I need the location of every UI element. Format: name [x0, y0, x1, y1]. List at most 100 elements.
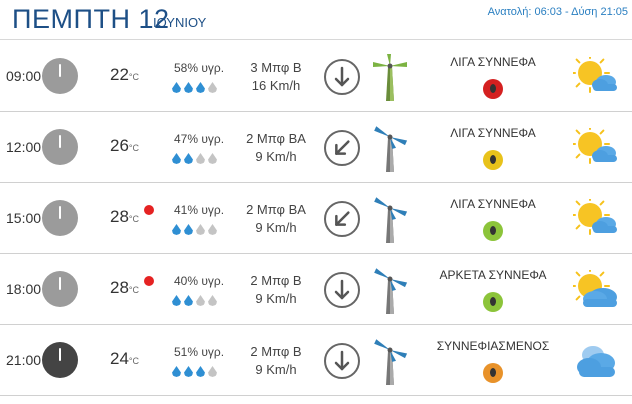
- humidity-drop-icon: [184, 366, 193, 377]
- wind-turbine-icon: [372, 124, 408, 172]
- heat-alert-dot: [144, 205, 154, 215]
- humidity-label: 58% υγρ.: [174, 61, 225, 75]
- forecast-row: 12:00 26°C 47% υγρ. 2 Μπφ ΒΑ 9 Km/h: [0, 112, 632, 183]
- humidity-drop-icon: [184, 153, 193, 164]
- humidity-drops: [172, 364, 220, 377]
- wind-info: 2 Μπφ Β 9 Km/h: [230, 343, 322, 379]
- temperature: 28°C: [110, 207, 140, 226]
- humidity-drop-icon: [172, 295, 181, 306]
- humidity-drop-icon: [208, 366, 217, 377]
- turbine-glyph: [374, 126, 408, 172]
- humidity-drop-icon: [184, 295, 193, 306]
- sunrise-sunset: Ανατολή: 06:03 - Δύση 21:05: [487, 6, 628, 18]
- forecast-row: 09:00 22°C 58% υγρ. 3 Μπφ Β 16 Km/h: [0, 41, 632, 112]
- forecast-row: 21:00 24°C 51% υγρ. 2 Μπφ Β 9 Km/h: [0, 325, 632, 396]
- humidity-label: 47% υγρ.: [174, 132, 225, 146]
- condition-label: ΛΙΓΑ ΣΥΝΝΕΦΑ: [450, 126, 536, 140]
- bug-risk-badge-icon: [483, 292, 503, 312]
- month-label: ΙΟΥΝΙΟΥ: [153, 15, 207, 30]
- wind-speed: 16 Km/h: [251, 78, 301, 93]
- turbine-glyph: [374, 339, 408, 385]
- humidity-label: 40% υγρ.: [174, 274, 225, 288]
- wind-turbine-icon: [372, 266, 408, 314]
- day-header: ΠΕΜΠΤΗ 12 ΙΟΥΝΙΟΥ Ανατολή: 06:03 - Δύση …: [0, 0, 632, 40]
- bug-risk-badge-icon: [483, 79, 503, 99]
- clock-icon: [42, 271, 78, 307]
- wind-speed: 9 Km/h: [255, 149, 297, 164]
- day-title: ΠΕΜΠΤΗ 12: [12, 4, 170, 34]
- humidity-drops: [172, 151, 220, 164]
- wind-direction-icon: [324, 272, 360, 308]
- humidity-drop-icon: [196, 82, 205, 93]
- wind-direction-icon: [324, 201, 360, 237]
- humidity-drops: [172, 222, 220, 235]
- wind-direction-icon: [324, 130, 360, 166]
- wind-arrow-glyph: [335, 140, 350, 155]
- sun-cloud-icon: [570, 53, 619, 97]
- humidity-drop-icon: [196, 153, 205, 164]
- wind-speed: 9 Km/h: [255, 220, 297, 235]
- forecast-time: 18:00: [6, 281, 42, 297]
- condition-label: ΛΙΓΑ ΣΥΝΝΕΦΑ: [450, 197, 536, 211]
- humidity-drops: [172, 293, 220, 306]
- forecast-table: 09:00 22°C 58% υγρ. 3 Μπφ Β 16 Km/h: [0, 41, 632, 396]
- wind-speed: 9 Km/h: [255, 362, 297, 377]
- wind-arrow-glyph: [334, 66, 350, 87]
- humidity-drop-icon: [172, 82, 181, 93]
- forecast-time: 15:00: [6, 210, 42, 226]
- forecast-time: 12:00: [6, 139, 42, 155]
- wind-turbine-icon: [372, 337, 408, 385]
- humidity-label: 51% υγρ.: [174, 345, 225, 359]
- wind-turbine-icon: [372, 53, 408, 101]
- turbine-glyph: [374, 197, 408, 243]
- forecast-row: 18:00 28°C 40% υγρ. 2 Μπφ Β 9 Km/h: [0, 254, 632, 325]
- humidity-drop-icon: [208, 153, 217, 164]
- turbine-glyph: [373, 54, 407, 101]
- clock-icon: [42, 200, 78, 236]
- bug-risk-badge-icon: [483, 363, 503, 383]
- sun-cloud-icon: [570, 195, 619, 239]
- wind-info: 2 Μπφ Β 9 Km/h: [230, 272, 322, 308]
- humidity-drop-icon: [196, 224, 205, 235]
- humidity-drop-icon: [172, 366, 181, 377]
- wind-beaufort: 2 Μπφ Β: [250, 344, 302, 359]
- humidity-drop-icon: [208, 82, 217, 93]
- turbine-glyph: [374, 268, 408, 314]
- humidity-label: 41% υγρ.: [174, 203, 225, 217]
- wind-info: 3 Μπφ Β 16 Km/h: [230, 59, 322, 95]
- temperature: 24°C: [110, 349, 140, 368]
- clouds-icon: [573, 341, 619, 381]
- humidity-drop-icon: [208, 295, 217, 306]
- temperature: 26°C: [110, 136, 140, 155]
- wind-arrow-glyph: [335, 211, 350, 226]
- condition-label: ΣΥΝΝΕΦΙΑΣΜΕΝΟΣ: [436, 339, 550, 353]
- wind-beaufort: 2 Μπφ ΒΑ: [246, 202, 306, 217]
- wind-speed: 9 Km/h: [255, 291, 297, 306]
- bug-risk-badge-icon: [483, 221, 503, 241]
- condition-label: ΑΡΚΕΤΑ ΣΥΝΝΕΦΑ: [439, 268, 547, 282]
- temperature: 28°C: [110, 278, 140, 297]
- wind-arrow-glyph: [334, 350, 350, 371]
- wind-direction-icon: [324, 59, 360, 95]
- sun-cloud-icon: [570, 124, 619, 168]
- wind-direction-icon: [324, 343, 360, 379]
- wind-beaufort: 2 Μπφ Β: [250, 273, 302, 288]
- humidity-drop-icon: [196, 295, 205, 306]
- forecast-row: 15:00 28°C 41% υγρ. 2 Μπφ ΒΑ 9 Km/h: [0, 183, 632, 254]
- clock-icon: [42, 342, 78, 378]
- clock-icon: [42, 129, 78, 165]
- temperature: 22°C: [110, 65, 140, 84]
- wind-info: 2 Μπφ ΒΑ 9 Km/h: [230, 130, 322, 166]
- heat-alert-dot: [144, 276, 154, 286]
- humidity-drop-icon: [172, 224, 181, 235]
- clock-icon: [42, 58, 78, 94]
- humidity-drops: [172, 80, 220, 93]
- humidity-drop-icon: [208, 224, 217, 235]
- forecast-time: 09:00: [6, 68, 42, 84]
- humidity-drop-icon: [196, 366, 205, 377]
- humidity-drop-icon: [184, 82, 193, 93]
- cloudy-sun-icon: [570, 266, 619, 310]
- bug-risk-badge-icon: [483, 150, 503, 170]
- wind-arrow-glyph: [334, 279, 350, 300]
- humidity-drop-icon: [184, 224, 193, 235]
